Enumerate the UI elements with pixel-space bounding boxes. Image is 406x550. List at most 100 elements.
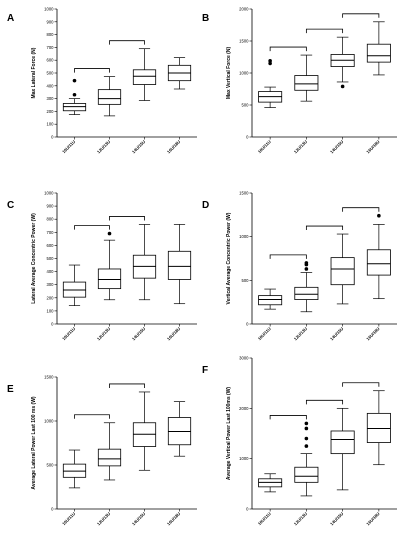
outlier-point — [304, 444, 309, 448]
y-tick-label: 0 — [246, 507, 249, 512]
box-2 — [97, 422, 122, 481]
box-2 — [294, 54, 319, 102]
box-3 — [132, 48, 157, 101]
significance-bracket — [109, 383, 145, 388]
box-3 — [330, 36, 355, 89]
box-1 — [258, 288, 283, 310]
box-1 — [258, 473, 283, 493]
category-label: 16U/18U — [166, 326, 181, 341]
y-tick-label: 100 — [47, 122, 55, 127]
y-tick-label: 900 — [47, 204, 55, 209]
outlier-point — [72, 78, 77, 83]
outlier-point — [304, 421, 309, 426]
category-label: 14U/15U — [131, 139, 146, 154]
y-tick-label: 0 — [51, 135, 54, 140]
y-tick-label: 1500 — [44, 375, 54, 380]
y-tick-label: 0 — [51, 322, 54, 327]
category-label: 10U/11U — [257, 139, 272, 154]
iqr-box — [330, 430, 355, 455]
y-tick-label: 500 — [47, 463, 55, 468]
category-label: 16U/18U — [365, 326, 380, 341]
panel-letter: F — [202, 365, 208, 376]
y-tick-label: 2000 — [239, 7, 249, 12]
category-label: 16U/18U — [166, 139, 181, 154]
category-label: 10U/11U — [257, 326, 272, 341]
category-label: 14U/15U — [329, 139, 344, 154]
significance-bracket — [342, 382, 380, 387]
iqr-box — [294, 286, 319, 300]
box-2 — [294, 421, 319, 497]
significance-bracket — [342, 13, 380, 18]
panel-letter: B — [202, 13, 209, 24]
y-tick-label: 400 — [47, 83, 55, 88]
y-tick-label: 700 — [47, 45, 55, 50]
box-3 — [132, 224, 157, 301]
panel-e: E Average Lateral Power Last 100 ms (W) 0 5… — [7, 375, 197, 526]
iqr-box — [258, 478, 283, 488]
box-4 — [167, 224, 192, 305]
y-tick-label: 0 — [246, 135, 249, 140]
outlier-point — [268, 61, 272, 66]
box-1 — [62, 78, 87, 115]
significance-bracket — [109, 216, 145, 221]
box-3 — [330, 407, 355, 491]
box-4 — [167, 401, 192, 457]
y-tick-label: 2000 — [239, 406, 249, 411]
y-axis-label: Average Vertical Power Last 100ms (W) — [226, 387, 232, 481]
panel-f: F Average Vertical Power Last 100ms (W) 0 1… — [202, 356, 397, 526]
y-tick-label: 1000 — [239, 456, 249, 461]
significance-bracket — [74, 225, 110, 230]
y-tick-label: 600 — [47, 243, 55, 248]
box-4 — [366, 21, 391, 76]
category-label: 10U/11U — [61, 139, 76, 154]
panel-d: D Vertical Average Concentric Power (W) 0 5… — [202, 191, 397, 341]
y-tick-label: 200 — [47, 295, 55, 300]
y-tick-label: 300 — [47, 282, 55, 287]
category-label: 16U/18U — [365, 139, 380, 154]
outlier-point — [72, 92, 77, 97]
panel-letter: C — [7, 200, 14, 211]
outlier-point — [107, 231, 112, 236]
panel-letter: A — [7, 13, 14, 24]
category-label: 14U/15U — [131, 511, 146, 526]
y-tick-label: 800 — [47, 32, 55, 37]
box-3 — [132, 391, 157, 471]
iqr-box — [366, 249, 391, 276]
significance-bracket — [269, 254, 307, 259]
iqr-box — [97, 89, 122, 105]
category-label: 12U/13U — [293, 511, 308, 526]
significance-bracket — [269, 415, 307, 420]
y-axis-label: Average Lateral Power Last 100 ms (W) — [31, 396, 37, 490]
panel-a: A Max Lateral Force (N) 0 100 200 300 400 500 60… — [7, 7, 197, 154]
y-tick-label: 1000 — [44, 419, 54, 424]
y-tick-label: 500 — [47, 256, 55, 261]
category-label: 16U/18U — [166, 511, 181, 526]
y-tick-label: 600 — [47, 58, 55, 63]
category-label: 10U/11U — [61, 326, 76, 341]
box-1 — [62, 449, 87, 489]
outlier-point — [304, 267, 309, 271]
iqr-box — [167, 250, 192, 280]
y-tick-label: 500 — [242, 103, 250, 108]
y-axis-label: Max Vertical Force (N) — [226, 47, 232, 100]
significance-bracket — [269, 46, 307, 52]
iqr-box — [294, 466, 319, 483]
significance-bracket — [305, 399, 344, 405]
y-tick-label: 900 — [47, 19, 55, 24]
outlier-point — [304, 436, 309, 441]
y-tick-label: 100 — [47, 308, 55, 313]
category-label: 12U/13U — [96, 326, 111, 341]
iqr-box — [366, 412, 391, 443]
outlier-point — [340, 84, 345, 89]
y-tick-label: 500 — [242, 278, 250, 283]
iqr-box — [97, 268, 122, 290]
outlier-point — [304, 261, 309, 265]
significance-bracket — [305, 28, 344, 34]
outlier-point — [268, 59, 272, 63]
category-label: 14U/15U — [329, 511, 344, 526]
y-tick-label: 500 — [47, 71, 55, 76]
iqr-box — [294, 75, 319, 91]
y-tick-label: 1000 — [239, 71, 249, 76]
category-label: 12U/13U — [96, 139, 111, 154]
